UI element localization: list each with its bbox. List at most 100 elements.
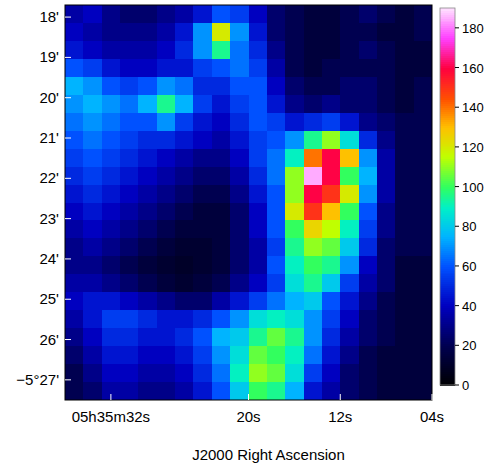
y-tick: [65, 379, 71, 380]
x-tick: [248, 394, 249, 400]
x-tick: [110, 394, 111, 400]
heatmap-cell: [322, 203, 341, 222]
heatmap-cell: [175, 238, 194, 257]
heatmap-cell: [377, 238, 396, 257]
heatmap-cell: [359, 346, 378, 365]
heatmap-cell: [157, 256, 176, 275]
heatmap-cell: [230, 292, 249, 311]
heatmap-cell: [395, 220, 414, 239]
heatmap-cell: [157, 203, 176, 222]
heatmap-cell: [230, 382, 249, 400]
colorbar-tick-label: 100: [462, 180, 484, 195]
heatmap-cell: [267, 346, 286, 365]
heatmap-cell: [340, 5, 359, 24]
heatmap-cell: [83, 113, 102, 132]
heatmap-cell: [120, 310, 139, 329]
heatmap-cell: [230, 328, 249, 347]
heatmap-cell: [65, 113, 84, 132]
heatmap-cell: [138, 203, 157, 222]
heatmap-cell: [157, 310, 176, 329]
heatmap-cell: [193, 328, 212, 347]
heatmap-cell: [359, 59, 378, 78]
heatmap-cell: [414, 95, 432, 114]
heatmap-cell: [395, 113, 414, 132]
x-tick: [432, 394, 433, 400]
heatmap-cell: [193, 185, 212, 204]
heatmap-cell: [359, 95, 378, 114]
heatmap-cell: [230, 95, 249, 114]
heatmap-cell: [157, 274, 176, 293]
heatmap-cell: [83, 382, 102, 400]
heatmap-cell: [377, 220, 396, 239]
heatmap-cell: [395, 238, 414, 257]
heatmap-cell: [193, 274, 212, 293]
heatmap-cell: [65, 131, 84, 150]
heatmap-cell: [414, 41, 432, 60]
heatmap-cell: [120, 220, 139, 239]
heatmap-cell: [414, 167, 432, 186]
heatmap-cell: [120, 77, 139, 96]
heatmap-cell: [340, 23, 359, 42]
heatmap-cell: [395, 310, 414, 329]
heatmap-cell: [395, 149, 414, 168]
heatmap-cell: [193, 59, 212, 78]
heatmap-cell: [377, 346, 396, 365]
heatmap-cell: [395, 382, 414, 400]
heatmap-cell: [267, 113, 286, 132]
y-tick-label: 19': [39, 48, 59, 65]
heatmap-cell: [157, 346, 176, 365]
heatmap-cell: [83, 238, 102, 257]
heatmap-cell: [322, 59, 341, 78]
heatmap-cell: [267, 167, 286, 186]
heatmap-cell: [138, 185, 157, 204]
y-tick: [65, 299, 71, 300]
heatmap-cell: [175, 59, 194, 78]
x-tick-label: 20s: [236, 408, 260, 425]
heatmap-cell: [102, 131, 121, 150]
heatmap-cell: [138, 220, 157, 239]
heatmap-cell: [304, 185, 323, 204]
y-tick-label: 26': [39, 331, 59, 348]
heatmap-cell: [175, 292, 194, 311]
heatmap-cell: [102, 167, 121, 186]
heatmap-cell: [377, 328, 396, 347]
heatmap-cell: [249, 41, 268, 60]
heatmap-cell: [359, 203, 378, 222]
heatmap-cell: [65, 292, 84, 311]
heatmap-cell: [102, 238, 121, 257]
heatmap-cell: [322, 292, 341, 311]
heatmap-cell: [212, 203, 231, 222]
x-tick: [340, 394, 341, 400]
heatmap-cell: [138, 292, 157, 311]
heatmap-cell: [304, 95, 323, 114]
heatmap-cell: [230, 364, 249, 383]
heatmap-cell: [230, 238, 249, 257]
heatmap-cell: [230, 59, 249, 78]
heatmap-cell: [212, 256, 231, 275]
heatmap-cell: [102, 220, 121, 239]
heatmap-cell: [120, 382, 139, 400]
heatmap-cell: [395, 256, 414, 275]
heatmap-cell: [175, 364, 194, 383]
heatmap-cell: [285, 59, 304, 78]
colorbar-tick: [455, 67, 459, 68]
heatmap-cell: [414, 23, 432, 42]
heatmap-cell: [395, 95, 414, 114]
heatmap-cell: [102, 274, 121, 293]
heatmap-cell: [83, 5, 102, 24]
heatmap-cell: [157, 59, 176, 78]
heatmap-cell: [138, 256, 157, 275]
heatmap-cell: [212, 238, 231, 257]
heatmap-cell: [65, 203, 84, 222]
colorbar-tick-label: 140: [462, 100, 484, 115]
heatmap-cell: [102, 364, 121, 383]
heatmap-cell: [193, 95, 212, 114]
heatmap-cell: [359, 23, 378, 42]
colorbar-tick-label: 120: [462, 140, 484, 155]
heatmap-cell: [377, 95, 396, 114]
heatmap-cell: [377, 149, 396, 168]
heatmap-cell: [285, 203, 304, 222]
heatmap-cell: [102, 41, 121, 60]
heatmap-cell: [157, 23, 176, 42]
heatmap-cell: [304, 292, 323, 311]
